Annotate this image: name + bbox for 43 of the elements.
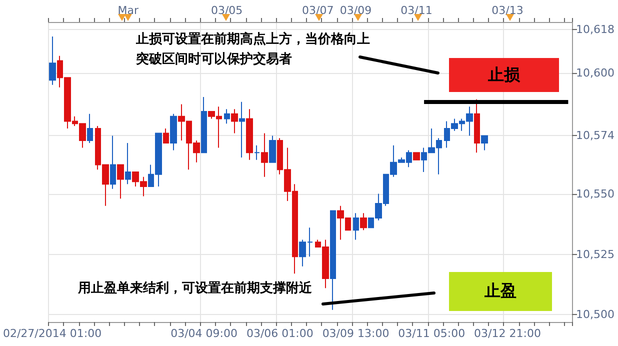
y-tick-label: 10,574 <box>576 129 614 142</box>
x-tick-label: 03/12 21:00 <box>474 327 541 340</box>
y-tick-label: 10,618 <box>576 22 614 36</box>
y-tick-label: 10,550 <box>576 187 614 200</box>
candlestick <box>254 144 260 160</box>
x-tick-label: 02/27/2014 01:00 <box>2 327 102 340</box>
label-box: 止损 <box>449 58 559 92</box>
y-tick-label: 10,500 <box>576 308 614 322</box>
candlestick <box>474 98 480 154</box>
annotation: 用止盈单来结利，可设置在前期支撑附近 <box>78 280 313 298</box>
text: Mar <box>118 4 139 17</box>
candlestick <box>353 212 359 240</box>
candlestick <box>125 142 131 185</box>
y-tick-label: 10,525 <box>576 248 614 261</box>
x-tick-label: 03/11 05:00 <box>398 327 466 340</box>
candlestick <box>117 164 124 200</box>
candlestick <box>261 132 268 178</box>
candlestick <box>330 210 336 310</box>
candlestick <box>246 108 253 160</box>
candlestick <box>201 96 207 154</box>
candlestick <box>360 212 367 231</box>
candlestick <box>481 135 488 151</box>
candlestick <box>231 108 238 134</box>
candlestick <box>170 113 177 151</box>
text: 03/11 <box>400 4 432 17</box>
candlestick <box>239 101 245 158</box>
annotation: 止损可设置在前期高点上方，当价格向上突破区间时可以保护交易者 <box>136 30 371 69</box>
text: 03/05 <box>210 4 243 17</box>
text: 03/13 <box>492 4 524 17</box>
candlestick <box>87 113 93 144</box>
label-box: 止盈 <box>449 272 552 311</box>
candlestick <box>110 135 116 190</box>
candlestick <box>49 36 56 86</box>
y-tick-label: 10,600 <box>576 66 614 80</box>
x-tick-label: 03/06 01:00 <box>246 327 314 340</box>
candlestick <box>269 135 276 163</box>
x-tick-label: 03/04 09:00 <box>170 327 238 340</box>
candlestick <box>224 108 230 124</box>
candlestick <box>413 152 420 160</box>
text: 03/07 <box>302 4 334 17</box>
candlestick <box>163 128 169 144</box>
text: 03/09 <box>340 4 372 17</box>
x-tick-label: 03/09 13:00 <box>322 327 390 340</box>
